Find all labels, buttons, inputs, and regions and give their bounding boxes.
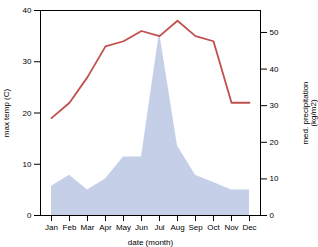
svg-text:Feb: Feb	[63, 223, 77, 232]
svg-text:Oct: Oct	[207, 223, 220, 232]
svg-text:Dec: Dec	[242, 223, 256, 232]
svg-text:20: 20	[23, 109, 32, 118]
svg-text:Sep: Sep	[188, 223, 203, 232]
svg-text:40: 40	[270, 65, 279, 74]
svg-text:Mar: Mar	[81, 223, 95, 232]
svg-text:10: 10	[270, 174, 279, 183]
svg-text:Jun: Jun	[135, 223, 148, 232]
svg-text:May: May	[116, 223, 131, 232]
svg-text:Aug: Aug	[170, 223, 184, 232]
svg-text:Nov: Nov	[224, 223, 238, 232]
svg-text:0: 0	[270, 211, 275, 220]
svg-text:Jul: Jul	[154, 223, 164, 232]
svg-text:50: 50	[270, 28, 279, 37]
svg-text:30: 30	[23, 57, 32, 66]
svg-text:30: 30	[270, 101, 279, 110]
svg-text:20: 20	[270, 138, 279, 147]
svg-text:med. precipitation(kg/m2): med. precipitation(kg/m2)	[301, 81, 318, 144]
svg-text:date (month): date (month)	[128, 238, 174, 247]
svg-text:40: 40	[23, 6, 32, 15]
svg-text:0: 0	[27, 211, 32, 220]
svg-text:Apr: Apr	[99, 223, 112, 232]
svg-text:Jan: Jan	[45, 223, 58, 232]
svg-text:max temp (C): max temp (C)	[2, 88, 11, 137]
svg-text:10: 10	[23, 160, 32, 169]
